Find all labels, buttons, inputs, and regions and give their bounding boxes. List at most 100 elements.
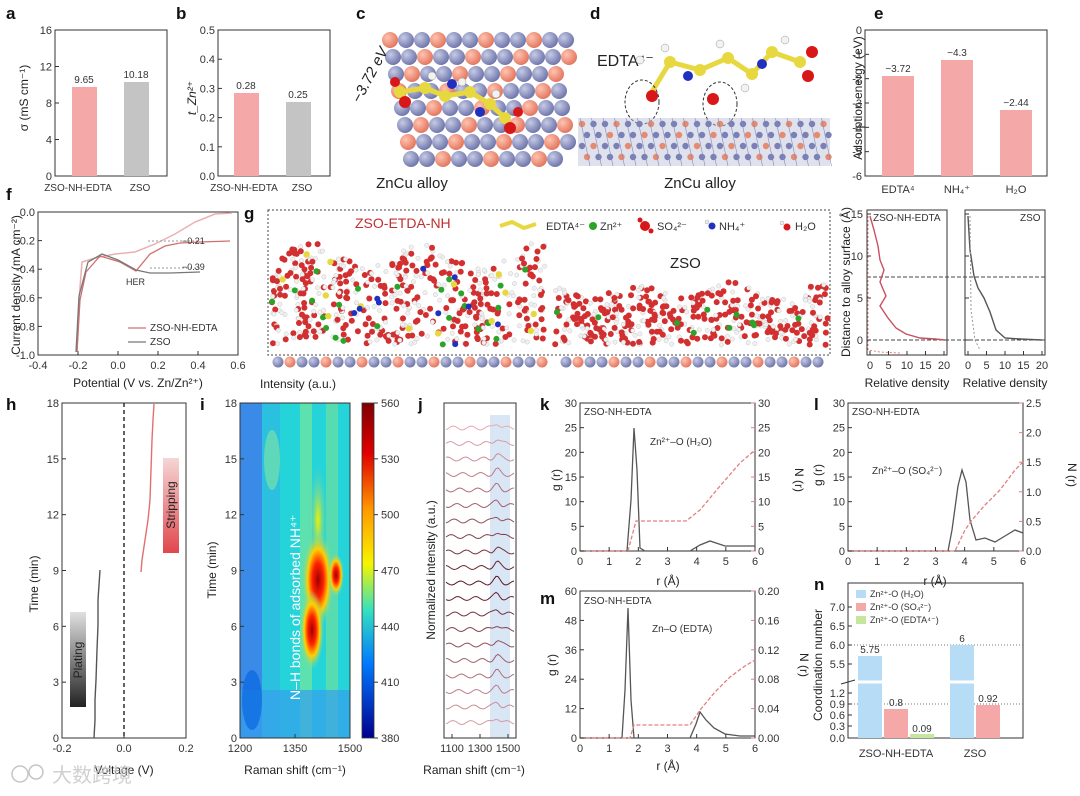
bar-n-so4-1 bbox=[884, 709, 908, 738]
raman-spectrum-line bbox=[445, 684, 515, 695]
x-tick-label: 0 bbox=[577, 743, 583, 755]
x-tick-label: 1300 bbox=[468, 743, 492, 755]
y-tick-label: 0.1 bbox=[200, 142, 215, 154]
panel-c: c −3.72 eV ZnCu alloy bbox=[349, 4, 577, 192]
panel-e-ylabel: Adsorption energy (eV) bbox=[851, 36, 865, 159]
y2-tick-label: 470 bbox=[381, 566, 399, 578]
y-tick-label: 0 bbox=[231, 733, 237, 745]
m-nr-curve bbox=[580, 659, 756, 739]
panel-g: g ZSO-ETDA-NH ZSO EDTA⁴⁻ Zn²⁺ SO₄²⁻ NH₄⁺… bbox=[244, 204, 1048, 390]
panel-e: e Adsorption energy (eV) 0 -1 -2 -3 -4 -5 -6 −… bbox=[851, 4, 1048, 196]
md-box bbox=[267, 209, 831, 356]
panel-b-ylabel: t_Zn²⁺ bbox=[185, 81, 199, 115]
x-tick-label: 6 bbox=[752, 743, 758, 755]
y2-tick-label: 0.12 bbox=[758, 645, 779, 657]
heatmap-i bbox=[240, 403, 350, 738]
value-b-2: 0.25 bbox=[288, 90, 308, 101]
x-tick-label: 2 bbox=[635, 556, 641, 568]
value-n-2: 0.8 bbox=[889, 698, 903, 709]
panel-i: i Intensity (a.u.) Time (min) N–H bonds … bbox=[200, 377, 399, 777]
y-tick-label: -1 bbox=[852, 49, 862, 61]
panel-i-toplabel: Intensity (a.u.) bbox=[260, 377, 336, 391]
y-tick-label: 12 bbox=[40, 62, 52, 74]
y-tick-label: 25 bbox=[565, 423, 577, 435]
raman-spectrum-line bbox=[445, 653, 515, 663]
n-legend-swatch-3 bbox=[856, 616, 866, 624]
panel-h: h Time (min) 0 3 6 9 12 15 18 -0.2 0.0 0.2 Platin… bbox=[6, 395, 194, 777]
x-tick-label: 1500 bbox=[496, 743, 520, 755]
x-tick-label: 20 bbox=[1036, 360, 1048, 372]
panel-b: b t_Zn²⁺ 0.0 0.1 0.2 0.3 0.4 0.5 0.28 0.25 ZS… bbox=[176, 4, 331, 194]
y-tick-label: 0 bbox=[53, 733, 59, 745]
x-tick-label: 4 bbox=[694, 743, 700, 755]
panel-d: d EDTA⁴⁻ ZnCu alloy bbox=[578, 4, 832, 192]
panel-h-xlabel: Voltage (V) bbox=[94, 763, 153, 777]
watermark-text: 大数跨境 bbox=[52, 764, 132, 787]
y2-tick-label: 0.00 bbox=[758, 733, 779, 745]
value-e-2: −4.3 bbox=[947, 48, 967, 59]
panel-a-frame bbox=[54, 29, 168, 177]
panel-a: a σ (mS cm⁻¹) 0 4 8 12 16 9.65 10.18 ZSO-NH-… bbox=[6, 4, 168, 194]
y-tick-label: 20 bbox=[833, 447, 845, 459]
y2-tick-label: 1.0 bbox=[1026, 487, 1041, 499]
panel-b-frame bbox=[217, 29, 331, 177]
curve-h-plating bbox=[93, 569, 101, 739]
g-density-ylabel: Distance to alloy surface (Å) bbox=[838, 207, 853, 357]
cat-n-2: ZSO bbox=[964, 748, 987, 760]
y-tick-label: 0.6 bbox=[830, 710, 845, 722]
y2-tick-label: 0.5 bbox=[1026, 516, 1041, 528]
energy-label-c: −3.72 eV bbox=[349, 43, 393, 106]
md-snapshot-left bbox=[269, 241, 547, 348]
axis-break-mark bbox=[840, 679, 856, 685]
panel-j-xlabel: Raman shift (cm⁻¹) bbox=[423, 763, 525, 777]
cat-e-2: NH₄⁺ bbox=[944, 184, 970, 196]
x-tick-label: 3 bbox=[932, 556, 938, 568]
md-snapshot-right bbox=[552, 279, 831, 348]
l-gr-curve bbox=[848, 467, 1024, 552]
x-tick-label: -0.2 bbox=[53, 743, 72, 755]
x-tick-label: 1100 bbox=[440, 743, 464, 755]
cat-a-1: ZSO-NH-EDTA bbox=[44, 183, 112, 194]
y2-tick-label: 15 bbox=[758, 472, 770, 484]
x-tick-label: 6 bbox=[1020, 556, 1026, 568]
y-tick-label: 0 bbox=[857, 335, 863, 347]
value-a-1: 9.65 bbox=[74, 75, 94, 86]
curve-f-zso-nh-edta bbox=[76, 240, 231, 353]
panel-n: n Coordination number 5.75 0.8 0.09 6 0.… bbox=[811, 575, 1024, 760]
y-tick-label: 5.5 bbox=[830, 659, 845, 671]
y2-tick-label: 440 bbox=[381, 621, 399, 633]
y2-tick-label: 30 bbox=[758, 398, 770, 410]
value-e-1: −3.72 bbox=[885, 64, 911, 75]
stripping-label: Stripping bbox=[164, 481, 178, 528]
g-legend-edta: EDTA⁴⁻ bbox=[546, 221, 585, 233]
n-legend-2: Zn²⁺-O (SO₄²⁻) bbox=[870, 602, 931, 612]
y-tick-label: 0 bbox=[46, 171, 52, 183]
x-tick-label: 0 bbox=[867, 360, 873, 372]
cat-n-1: ZSO-NH-EDTA bbox=[859, 748, 934, 760]
x-tick-label: 15 bbox=[1017, 360, 1029, 372]
colorbar-i bbox=[361, 402, 375, 739]
k-gr-curve bbox=[580, 427, 755, 552]
y-tick-label: 10 bbox=[833, 497, 845, 509]
y-tick-label: -5 bbox=[852, 147, 862, 159]
x-tick-label: 3 bbox=[664, 556, 670, 568]
density-curve-2 bbox=[967, 215, 1043, 341]
y2-tick-label: 2.5 bbox=[1026, 398, 1041, 410]
x-tick-label: 1 bbox=[606, 556, 612, 568]
density-frame-1 bbox=[866, 209, 948, 356]
x-tick-label: 10 bbox=[999, 360, 1011, 372]
plating-bar bbox=[70, 612, 86, 707]
panel-j-label: j bbox=[417, 395, 423, 414]
y2-tick-label: 0.20 bbox=[758, 586, 779, 598]
x-tick-label: 4 bbox=[694, 556, 700, 568]
panel-a-label: a bbox=[6, 4, 16, 23]
x-tick-label: 5 bbox=[723, 743, 729, 755]
raman-spectrum-line bbox=[445, 626, 515, 632]
y-tick-label: 0.5 bbox=[200, 25, 215, 37]
density-curve-2b bbox=[969, 215, 981, 351]
y-tick-label: 15 bbox=[833, 472, 845, 484]
y2-tick-label: 380 bbox=[381, 733, 399, 745]
y-tick-label: 15 bbox=[225, 454, 237, 466]
panel-m-xlabel: r (Å) bbox=[656, 758, 679, 773]
density-tag-1: ZSO-NH-EDTA bbox=[873, 213, 941, 224]
